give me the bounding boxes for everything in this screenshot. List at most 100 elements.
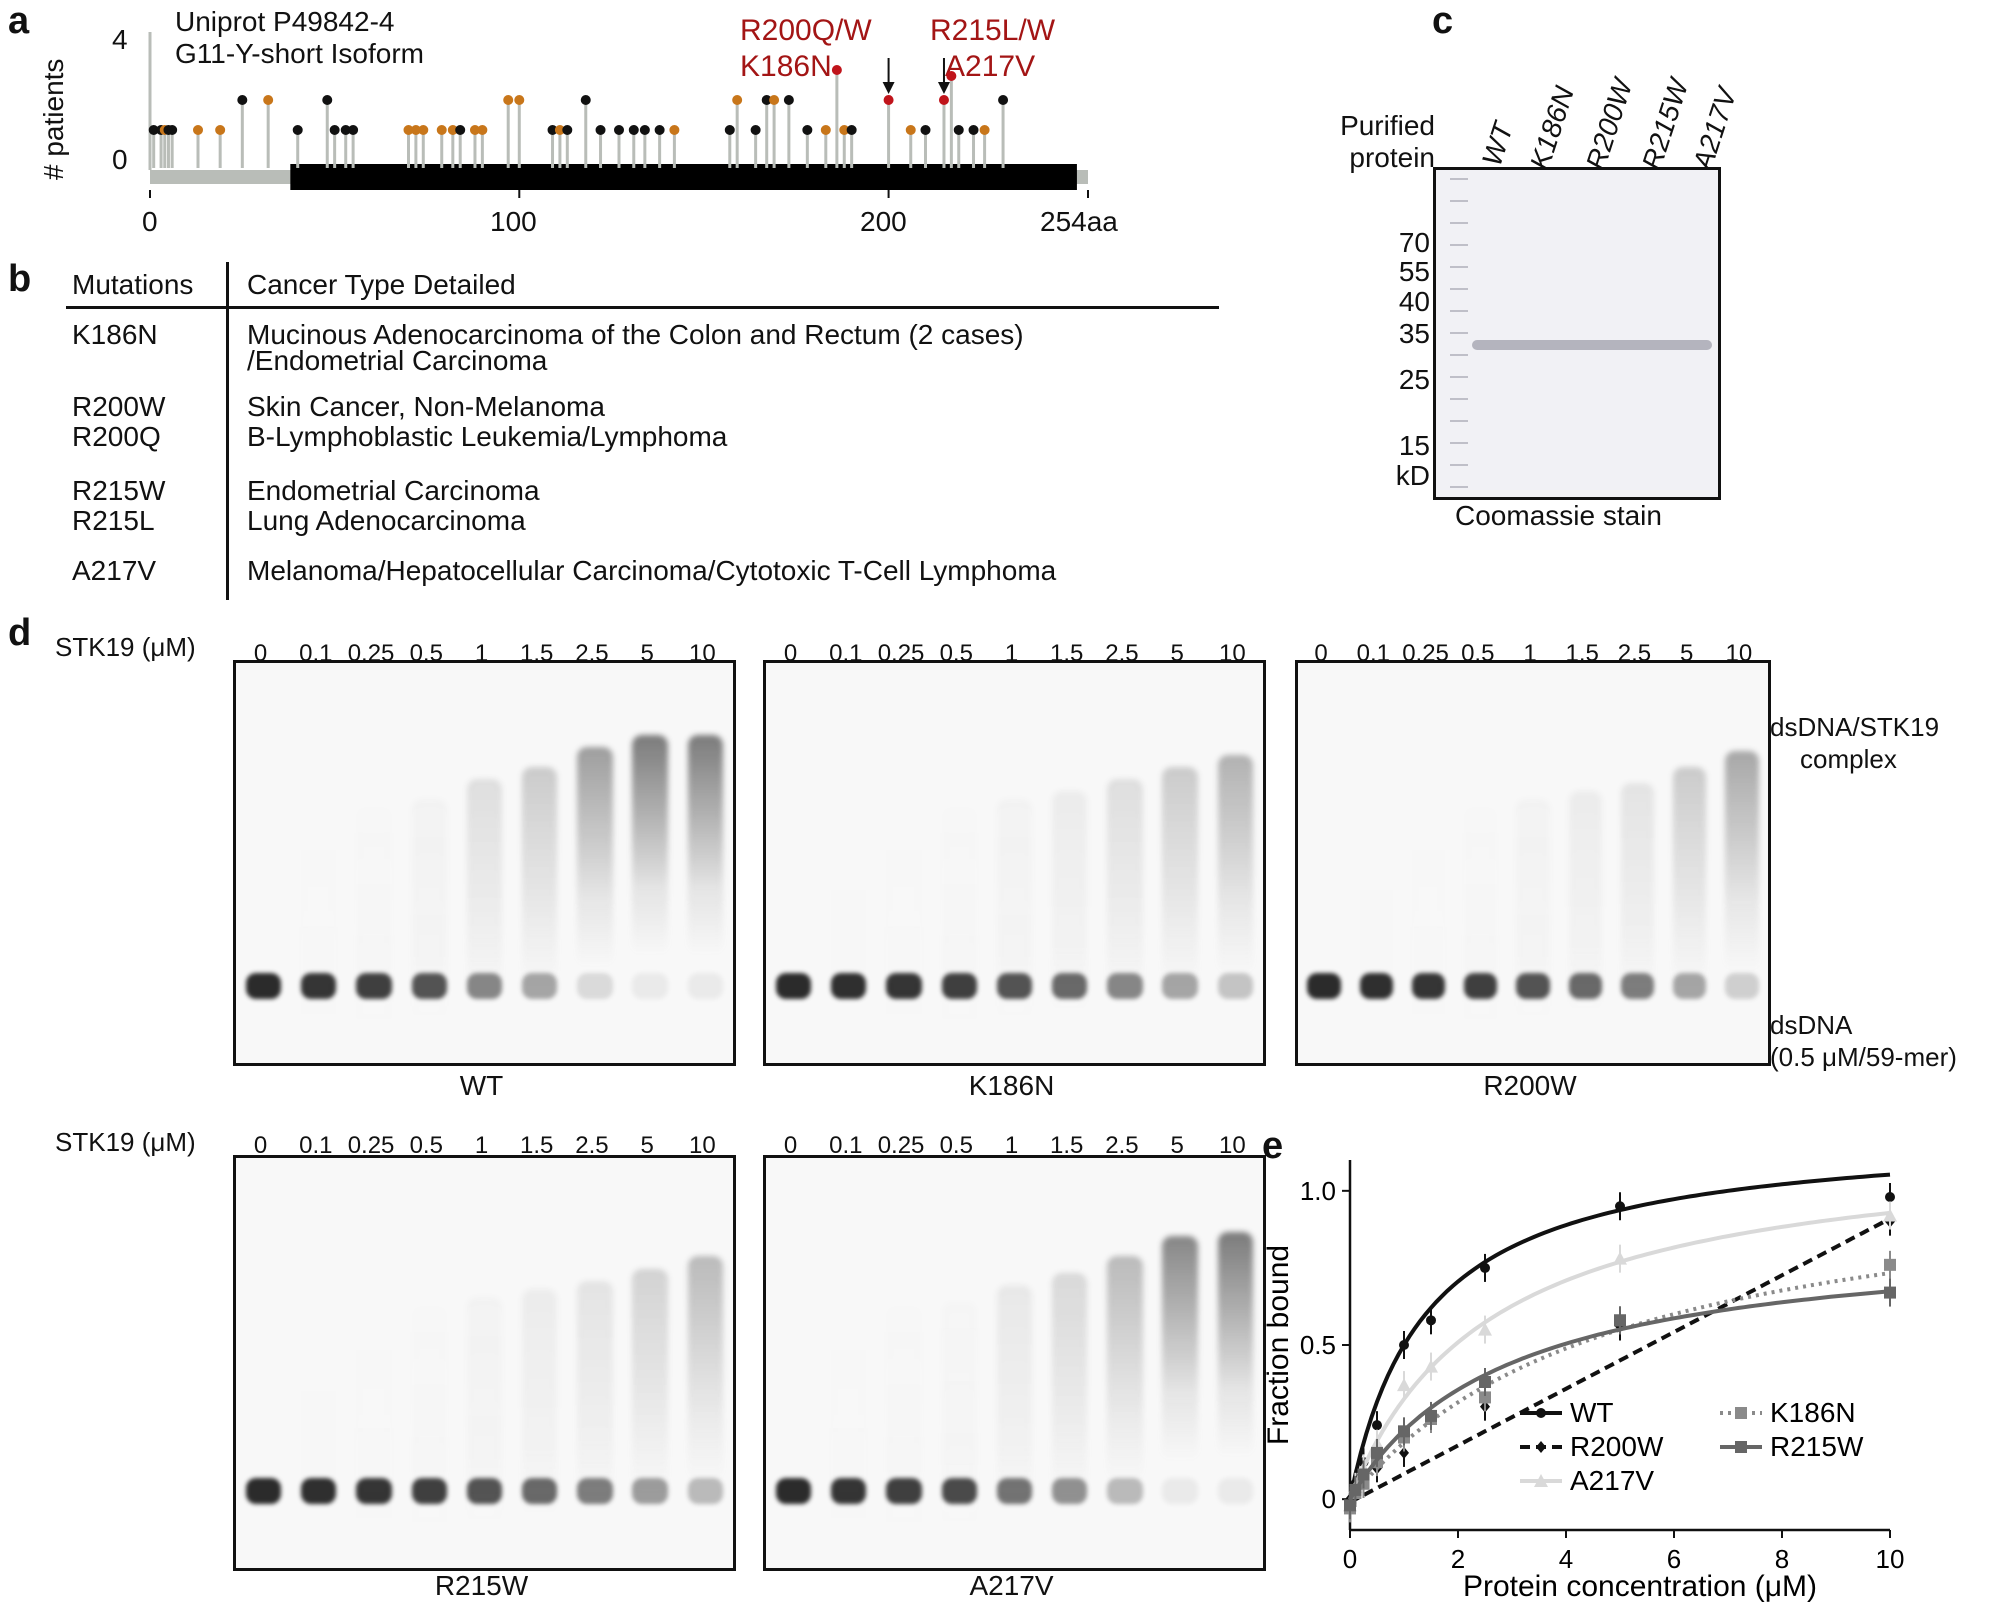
- panel-letter-c: c: [1432, 0, 1454, 42]
- smear: [1217, 755, 1254, 975]
- marker-label: 55: [1398, 256, 1430, 287]
- table-row-type: /Endometrial Carcinoma: [247, 345, 548, 376]
- legend-marker: [1536, 1408, 1546, 1418]
- free-dna-band: [1516, 973, 1550, 999]
- mutation-dot: [938, 95, 949, 105]
- table-row-mut: R215W: [72, 475, 166, 506]
- legend-marker: [1534, 1474, 1548, 1487]
- data-point: [1884, 1286, 1896, 1299]
- conc-value: 1.5: [1050, 1132, 1084, 1159]
- mutation-dot: [455, 125, 466, 135]
- table-row-mut: A217V: [72, 555, 157, 586]
- mutation-dot: [503, 95, 514, 105]
- data-point: [1424, 1359, 1438, 1373]
- mutation-dot: [215, 125, 226, 135]
- table-row-type: B-Lymphoblastic Leukemia/Lymphoma: [247, 421, 728, 452]
- smear: [1162, 1235, 1198, 1462]
- callout-r200: R200Q/W: [740, 14, 872, 47]
- mutation-dot: [920, 125, 931, 135]
- smear: [632, 1268, 668, 1495]
- conc-value: 2.5: [1105, 1132, 1139, 1159]
- complex-label-1: dsDNA/STK19: [1770, 712, 1940, 742]
- free-dna-band: [996, 1478, 1033, 1504]
- smear: [886, 811, 922, 1031]
- mutation-dot: [614, 125, 624, 135]
- mutation-dot: [447, 125, 458, 135]
- coomassie-lane-label: WT: [1476, 118, 1519, 170]
- free-dna-band: [775, 973, 812, 999]
- conc-value: 10: [689, 1132, 716, 1159]
- smear: [941, 807, 977, 1027]
- free-dna-band: [1162, 973, 1198, 999]
- mutation-dot: [883, 95, 894, 105]
- data-point: [1614, 1314, 1626, 1327]
- lollipop-ytick-0: 0: [112, 144, 128, 175]
- mutation-dot: [469, 125, 480, 135]
- mutation-dot: [761, 95, 772, 105]
- y-axis-label: Fraction bound: [1262, 1245, 1295, 1445]
- smear: [301, 1312, 337, 1538]
- mutation-dot: [846, 125, 857, 135]
- protein-band: [1472, 340, 1712, 350]
- conc-value: 5: [640, 1132, 654, 1159]
- table-row-type: Mucinous Adenocarcinoma of the Colon and…: [247, 319, 1024, 350]
- data-point: [1426, 1315, 1436, 1326]
- data-point: [1478, 1322, 1492, 1336]
- free-dna-band: [1725, 973, 1759, 999]
- fit-curve: [1349, 1216, 1891, 1505]
- smear: [831, 1309, 867, 1536]
- complex-label-2: complex: [1800, 744, 1897, 774]
- lollipop-title-1: Uniprot P49842-4: [175, 6, 395, 37]
- mutation-dot: [167, 125, 178, 135]
- panel-letter-e: e: [1262, 1125, 1284, 1167]
- free-dna-band: [1217, 973, 1254, 999]
- data-point: [1371, 1446, 1383, 1459]
- smear: [245, 1313, 282, 1540]
- smear: [522, 1289, 558, 1515]
- data-point: [1425, 1409, 1437, 1422]
- lollipop-title-2: G11-Y-short Isoform: [175, 38, 424, 69]
- mutation-dot: [148, 125, 159, 135]
- smear: [1307, 815, 1341, 1035]
- free-dna-band: [1107, 1478, 1143, 1504]
- kinase-domain: [290, 164, 1077, 190]
- free-dna-band: [941, 1478, 977, 1504]
- legend-label: A217V: [1570, 1465, 1654, 1496]
- lollipop-xtick-0: 0: [142, 206, 158, 237]
- conc-value: 0.1: [829, 1132, 863, 1159]
- conc-value: 5: [1170, 1132, 1184, 1159]
- smear: [411, 799, 447, 1019]
- free-dna-band: [1672, 973, 1707, 999]
- free-dna-band: [831, 973, 867, 999]
- free-dna-band: [1052, 973, 1088, 999]
- mutation-dot: [595, 125, 606, 135]
- coomassie-lane-label: K186N: [1524, 82, 1580, 174]
- smear: [411, 1305, 447, 1532]
- smear: [522, 767, 558, 987]
- free-dna-band: [301, 1478, 337, 1504]
- mutation-dot: [554, 125, 565, 135]
- smear: [1052, 1272, 1088, 1499]
- coomassie-lane-label: A217V: [1687, 84, 1743, 174]
- x-tick-label: 0: [1343, 1544, 1357, 1574]
- mutation-dot: [839, 125, 850, 135]
- smear: [1620, 783, 1655, 1003]
- marker-unit: kD: [1395, 460, 1430, 491]
- coomassie-lane-label: R215W: [1636, 75, 1695, 174]
- mutation-dot: [263, 95, 274, 105]
- conc-value: 0.25: [347, 1132, 395, 1159]
- free-dna-band: [1217, 1478, 1254, 1504]
- mutation-dot: [628, 125, 639, 135]
- x-tick-label: 2: [1451, 1544, 1465, 1574]
- free-dna-band: [356, 973, 392, 999]
- legend-label: WT: [1570, 1397, 1614, 1428]
- mutation-dot: [340, 125, 351, 135]
- data-point: [1613, 1251, 1627, 1265]
- callout-r215: R215L/W: [930, 14, 1056, 47]
- smear: [1217, 1231, 1254, 1458]
- mutation-dot: [998, 95, 1009, 105]
- mutation-dot: [580, 95, 591, 105]
- mutation-dot: [410, 125, 421, 135]
- smear: [1516, 799, 1550, 1019]
- legend-label: R215W: [1770, 1431, 1864, 1462]
